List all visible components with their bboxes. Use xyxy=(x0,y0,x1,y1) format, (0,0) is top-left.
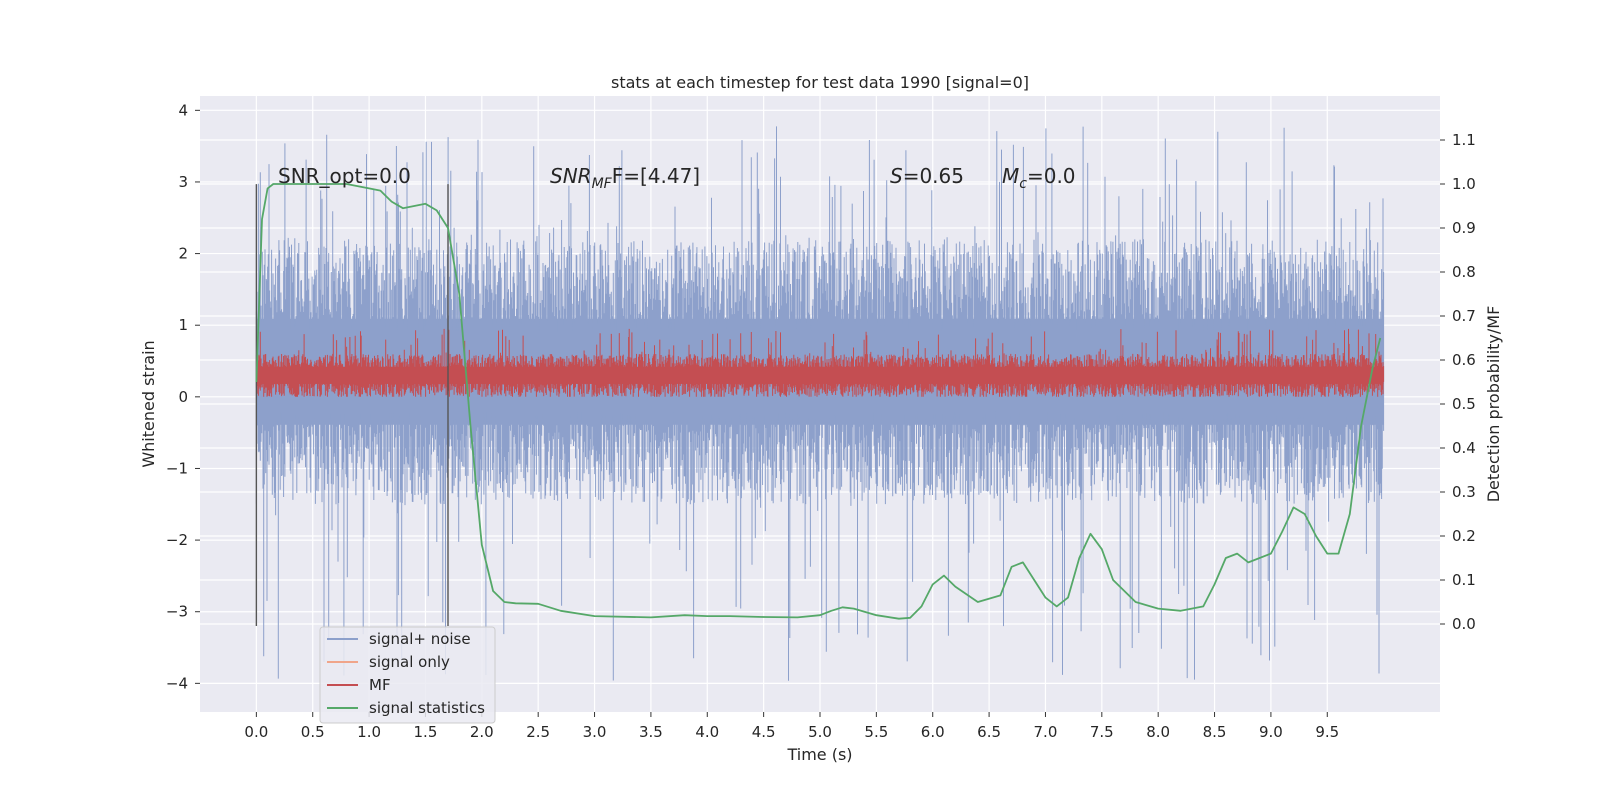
series-signal-statistics xyxy=(255,183,1382,620)
annotation-mc-rest: =0.0 xyxy=(1027,164,1076,188)
y-tick-label: −3 xyxy=(166,603,188,621)
x-tick-label: 8.0 xyxy=(1146,723,1170,741)
annotation-s-rest: =0.65 xyxy=(903,164,964,188)
y-right-tick-label: 0.5 xyxy=(1452,395,1476,413)
legend-label-signal-statistics: signal statistics xyxy=(369,699,485,717)
x-tick-label: 6.0 xyxy=(921,723,945,741)
y-tick-label: −1 xyxy=(166,459,188,477)
y-tick-label: 2 xyxy=(178,245,188,263)
annotation-snr-mf-sub: MF xyxy=(592,176,613,192)
y-tick-label: −4 xyxy=(166,674,188,692)
y-axis-label: Whitened strain xyxy=(139,340,158,467)
y-right-tick-label: 0.4 xyxy=(1452,439,1476,457)
y-right-tick-label: 0.3 xyxy=(1452,483,1476,501)
y-right-tick-label: 0.7 xyxy=(1452,307,1476,325)
x-tick-label: 1.5 xyxy=(414,723,438,741)
annotation-mc-sub: c xyxy=(1019,176,1027,192)
y-right-tick-label: 0.0 xyxy=(1452,615,1476,633)
y-right-tick-label: 1.0 xyxy=(1452,175,1476,193)
annotation-snr-mf-main: SNR xyxy=(550,164,592,188)
x-tick-label: 2.5 xyxy=(526,723,550,741)
y-right-tick-label: 1.1 xyxy=(1452,131,1476,149)
y-tick-label: 4 xyxy=(178,101,188,119)
x-tick-label: 4.0 xyxy=(695,723,719,741)
chart-title: stats at each timestep for test data 199… xyxy=(611,73,1029,92)
x-tick-label: 9.0 xyxy=(1259,723,1283,741)
y-tick-label: −2 xyxy=(166,531,188,549)
x-tick-label: 3.0 xyxy=(583,723,607,741)
x-tick-label: 9.5 xyxy=(1315,723,1339,741)
legend: signal+ noise signal only MF signal stat… xyxy=(319,626,496,724)
x-tick-label: 1.0 xyxy=(357,723,381,741)
x-tick-label: 6.5 xyxy=(977,723,1001,741)
y-tick-label: 0 xyxy=(178,388,188,406)
y-tick-label: 1 xyxy=(178,316,188,334)
annotation-snr-mf-rest: F=[4.47] xyxy=(612,164,700,188)
x-tick-label: 7.5 xyxy=(1090,723,1114,741)
x-tick-label: 5.0 xyxy=(808,723,832,741)
x-tick-label: 8.5 xyxy=(1203,723,1227,741)
y-axis-right-label: Detection probability/MF xyxy=(1484,306,1503,503)
annotation-mc: Mc=0.0 xyxy=(1002,164,1076,192)
x-tick-label: 3.5 xyxy=(639,723,663,741)
legend-box xyxy=(319,626,496,724)
x-tick-label: 5.5 xyxy=(864,723,888,741)
annotation-snr-mf: SNRMFF=[4.47] xyxy=(550,164,700,192)
annotation-mc-var: M xyxy=(1002,164,1019,188)
y-right-tick-label: 0.2 xyxy=(1452,527,1476,545)
x-tick-label: 0.5 xyxy=(301,723,325,741)
annotation-s: S=0.65 xyxy=(890,164,964,188)
y-right-tick-label: 0.9 xyxy=(1452,219,1476,237)
y-right-tick-label: 0.1 xyxy=(1452,571,1476,589)
y-right-tick-label: 0.8 xyxy=(1452,263,1476,281)
x-tick-label: 0.0 xyxy=(244,723,268,741)
legend-label-mf: MF xyxy=(369,676,391,694)
x-tick-label: 4.5 xyxy=(752,723,776,741)
x-tick-label: 2.0 xyxy=(470,723,494,741)
data-layer xyxy=(255,126,1385,681)
axes: 0.0 0.5 1.0 1.5 2.0 2.5 3.0 3.5 4.0 4.5 5.0 5.5 6.0 6… xyxy=(166,101,1476,741)
legend-label-signal-only: signal only xyxy=(369,653,450,671)
x-tick-label: 7.0 xyxy=(1034,723,1058,741)
x-axis-label: Time (s) xyxy=(786,745,852,764)
annotation-s-var: S xyxy=(890,164,903,188)
y-right-tick-label: 0.6 xyxy=(1452,351,1476,369)
legend-label-signal-noise: signal+ noise xyxy=(369,630,471,648)
annotation-snr-opt: SNR_opt=0.0 xyxy=(278,164,411,188)
y-tick-label: 3 xyxy=(178,173,188,191)
